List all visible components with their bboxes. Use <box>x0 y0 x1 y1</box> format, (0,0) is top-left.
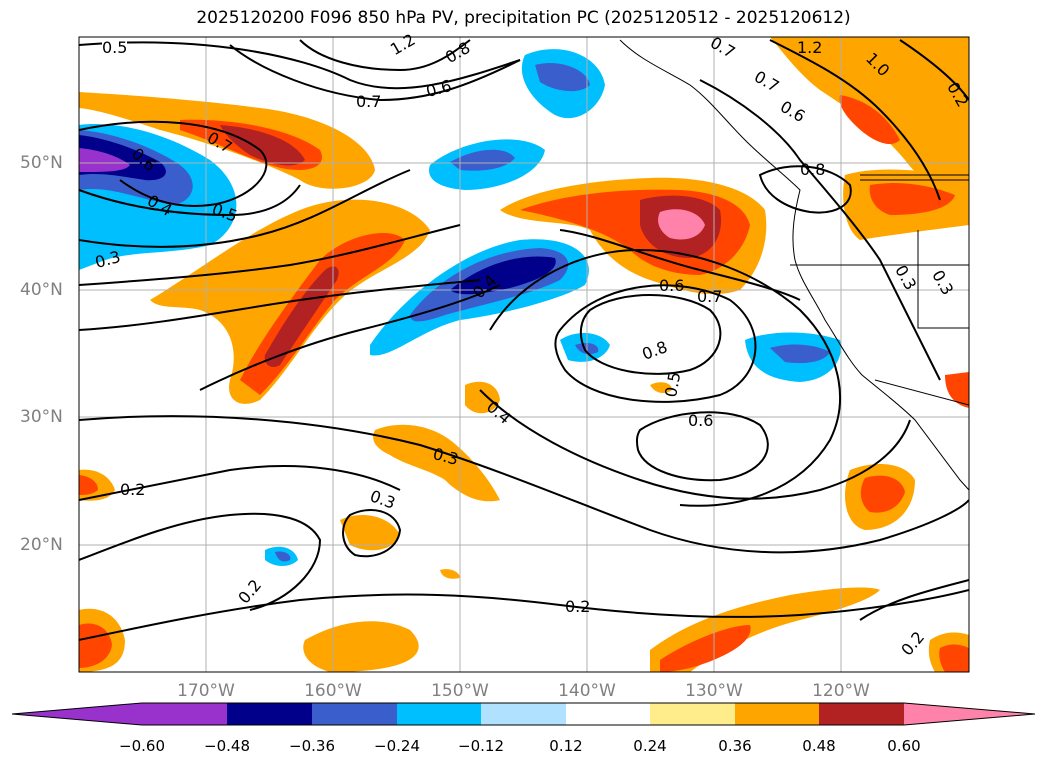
colorbar-tick-label: −0.24 <box>374 737 420 755</box>
colorbar-tick-label: −0.48 <box>204 737 250 755</box>
pv-contours <box>79 39 969 641</box>
colorbar-bin <box>735 703 819 725</box>
contour-label: 0.2 <box>565 597 591 616</box>
contour-label: 0.8 <box>800 160 826 179</box>
lon-label: 170°W <box>177 681 235 701</box>
colorbar-bin <box>142 703 227 725</box>
colorbar-bin <box>227 703 312 725</box>
contour-label: 0.2 <box>120 480 146 499</box>
lon-label: 150°W <box>431 681 489 701</box>
colorbar-tick-label: −0.60 <box>119 737 165 755</box>
lat-label: 40°N <box>20 280 63 300</box>
colorbar-bin <box>397 703 481 725</box>
lon-label: 160°W <box>304 681 362 701</box>
colorbar-tick-label: 0.24 <box>633 737 667 755</box>
colorbar-bin <box>312 703 397 725</box>
colorbar-bin <box>650 703 735 725</box>
contour-label: 0.6 <box>688 411 714 430</box>
map-title: 2025120200 F096 850 hPa PV, precipitatio… <box>196 8 851 28</box>
colorbar-tick-label: 0.48 <box>802 737 836 755</box>
colorbar-min-extend <box>12 703 142 725</box>
contour-label: 0.6 <box>659 276 685 295</box>
contour-label: 0.7 <box>697 287 723 306</box>
colorbar <box>11 702 1036 726</box>
contour-label: 1.2 <box>797 38 823 57</box>
lon-label: 120°W <box>812 681 870 701</box>
lon-label: 140°W <box>558 681 616 701</box>
colorbar-tick-label: 0.12 <box>549 737 583 755</box>
colorbar-bin <box>481 703 566 725</box>
lat-label: 30°N <box>20 407 63 427</box>
lat-label: 20°N <box>20 535 63 555</box>
colorbar-bin <box>566 703 650 725</box>
colorbar-bin <box>819 703 904 725</box>
colorbar-tick-label: −0.12 <box>458 737 504 755</box>
colorbar-tick-label: −0.36 <box>289 737 335 755</box>
colorbar-max-extend <box>904 703 1035 725</box>
contour-label: 0.5 <box>102 38 128 57</box>
coastlines <box>619 39 969 491</box>
contour-label: 0.7 <box>356 92 382 111</box>
lat-label: 50°N <box>20 153 63 173</box>
lon-label: 130°W <box>685 681 743 701</box>
colorbar-tick-label: 0.36 <box>718 737 752 755</box>
colorbar-tick-label: 0.60 <box>887 737 921 755</box>
